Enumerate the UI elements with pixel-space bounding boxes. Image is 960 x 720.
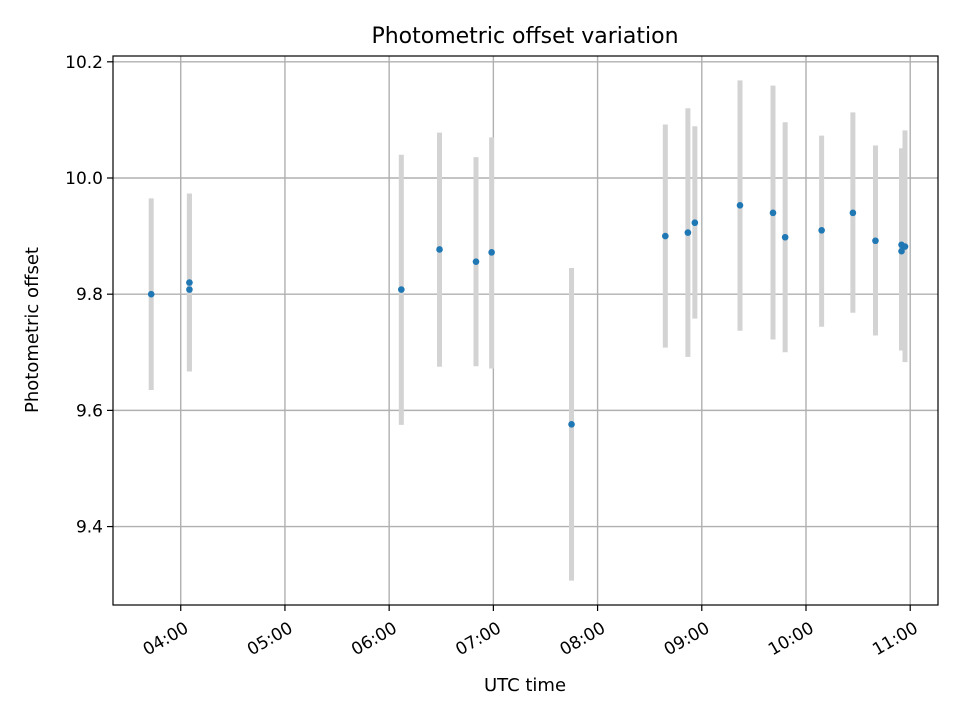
data-point <box>901 243 909 250</box>
x-tick-label: 04:00 <box>140 618 192 660</box>
x-tick-label: 08:00 <box>557 618 609 660</box>
x-tick-label: 05:00 <box>244 618 296 660</box>
error-bars <box>148 80 908 581</box>
x-tick-label: 10:00 <box>765 618 817 660</box>
data-point <box>736 202 744 209</box>
data-point <box>186 279 193 286</box>
data-point <box>662 232 669 240</box>
x-axis-label: UTC time <box>484 675 566 696</box>
y-axis-label: Photometric offset <box>22 247 43 413</box>
y-tick-label: 10.0 <box>65 169 103 189</box>
y-tick-label: 9.4 <box>76 518 103 538</box>
x-tick-label: 06:00 <box>348 618 400 660</box>
data-point <box>769 209 777 217</box>
data-point <box>781 233 789 241</box>
data-point <box>898 247 905 255</box>
data-points <box>147 202 909 428</box>
plot-frame <box>112 55 939 606</box>
data-point <box>849 209 857 217</box>
x-tick-label: 07:00 <box>452 618 504 660</box>
chart-title: Photometric offset variation <box>371 24 678 49</box>
y-tick-label: 9.8 <box>76 285 103 305</box>
data-point <box>436 246 443 253</box>
data-point <box>684 229 692 236</box>
data-point <box>818 226 825 234</box>
data-point <box>691 219 699 227</box>
data-point <box>568 421 575 428</box>
x-tick-label: 09:00 <box>661 618 713 660</box>
grid <box>113 56 938 605</box>
data-point <box>147 290 155 298</box>
data-point <box>872 237 879 245</box>
data-point <box>488 249 495 256</box>
data-point <box>472 258 480 265</box>
y-tick-label: 10.2 <box>65 53 103 73</box>
data-point <box>398 286 405 293</box>
data-point <box>186 286 193 293</box>
x-tick-label: 11:00 <box>869 618 921 660</box>
y-tick-label: 9.6 <box>76 401 103 421</box>
